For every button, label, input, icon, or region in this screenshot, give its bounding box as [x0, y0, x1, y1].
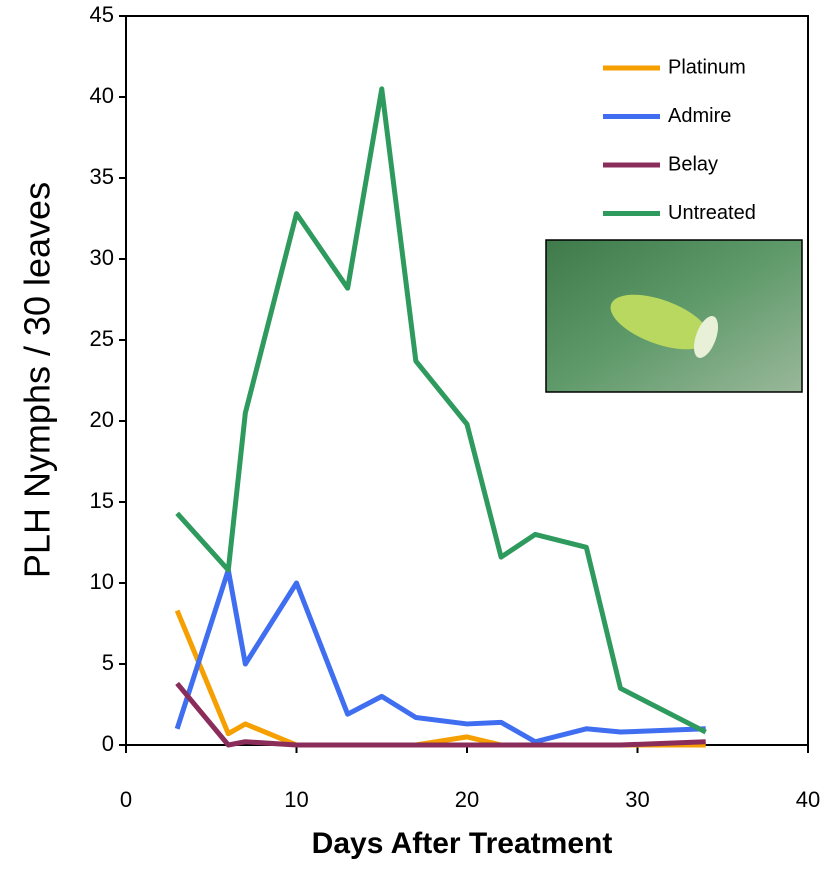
series-line [174, 567, 706, 745]
x-tick-label: 30 [625, 787, 649, 812]
photo [545, 239, 803, 393]
y-tick-label: 10 [90, 569, 114, 594]
series-line [175, 86, 707, 735]
y-tick-label: 5 [102, 650, 114, 675]
x-tick-label: 0 [120, 787, 132, 812]
y-tick-label: 20 [90, 407, 114, 432]
y-axis-label: PLH Nymphs / 30 leaves [17, 182, 58, 578]
y-tick-label: 40 [90, 83, 114, 108]
legend-label: Platinum [668, 56, 746, 78]
x-tick-label: 20 [455, 787, 479, 812]
x-tick-label: 10 [284, 787, 308, 812]
x-axis-label: Days After Treatment [312, 827, 613, 860]
legend-label: Admire [668, 105, 731, 127]
series-line [175, 681, 706, 748]
y-tick-label: 30 [90, 245, 114, 270]
x-tick-label: 40 [796, 787, 820, 812]
y-tick-label: 15 [90, 488, 114, 513]
y-tick-label: 45 [90, 2, 114, 27]
y-tick-label: 0 [102, 731, 114, 756]
legend-label: Untreated [668, 202, 756, 224]
legend-label: Belay [668, 153, 718, 175]
y-tick-label: 35 [90, 164, 114, 189]
series-line [174, 609, 706, 748]
y-tick-label: 25 [90, 326, 114, 351]
